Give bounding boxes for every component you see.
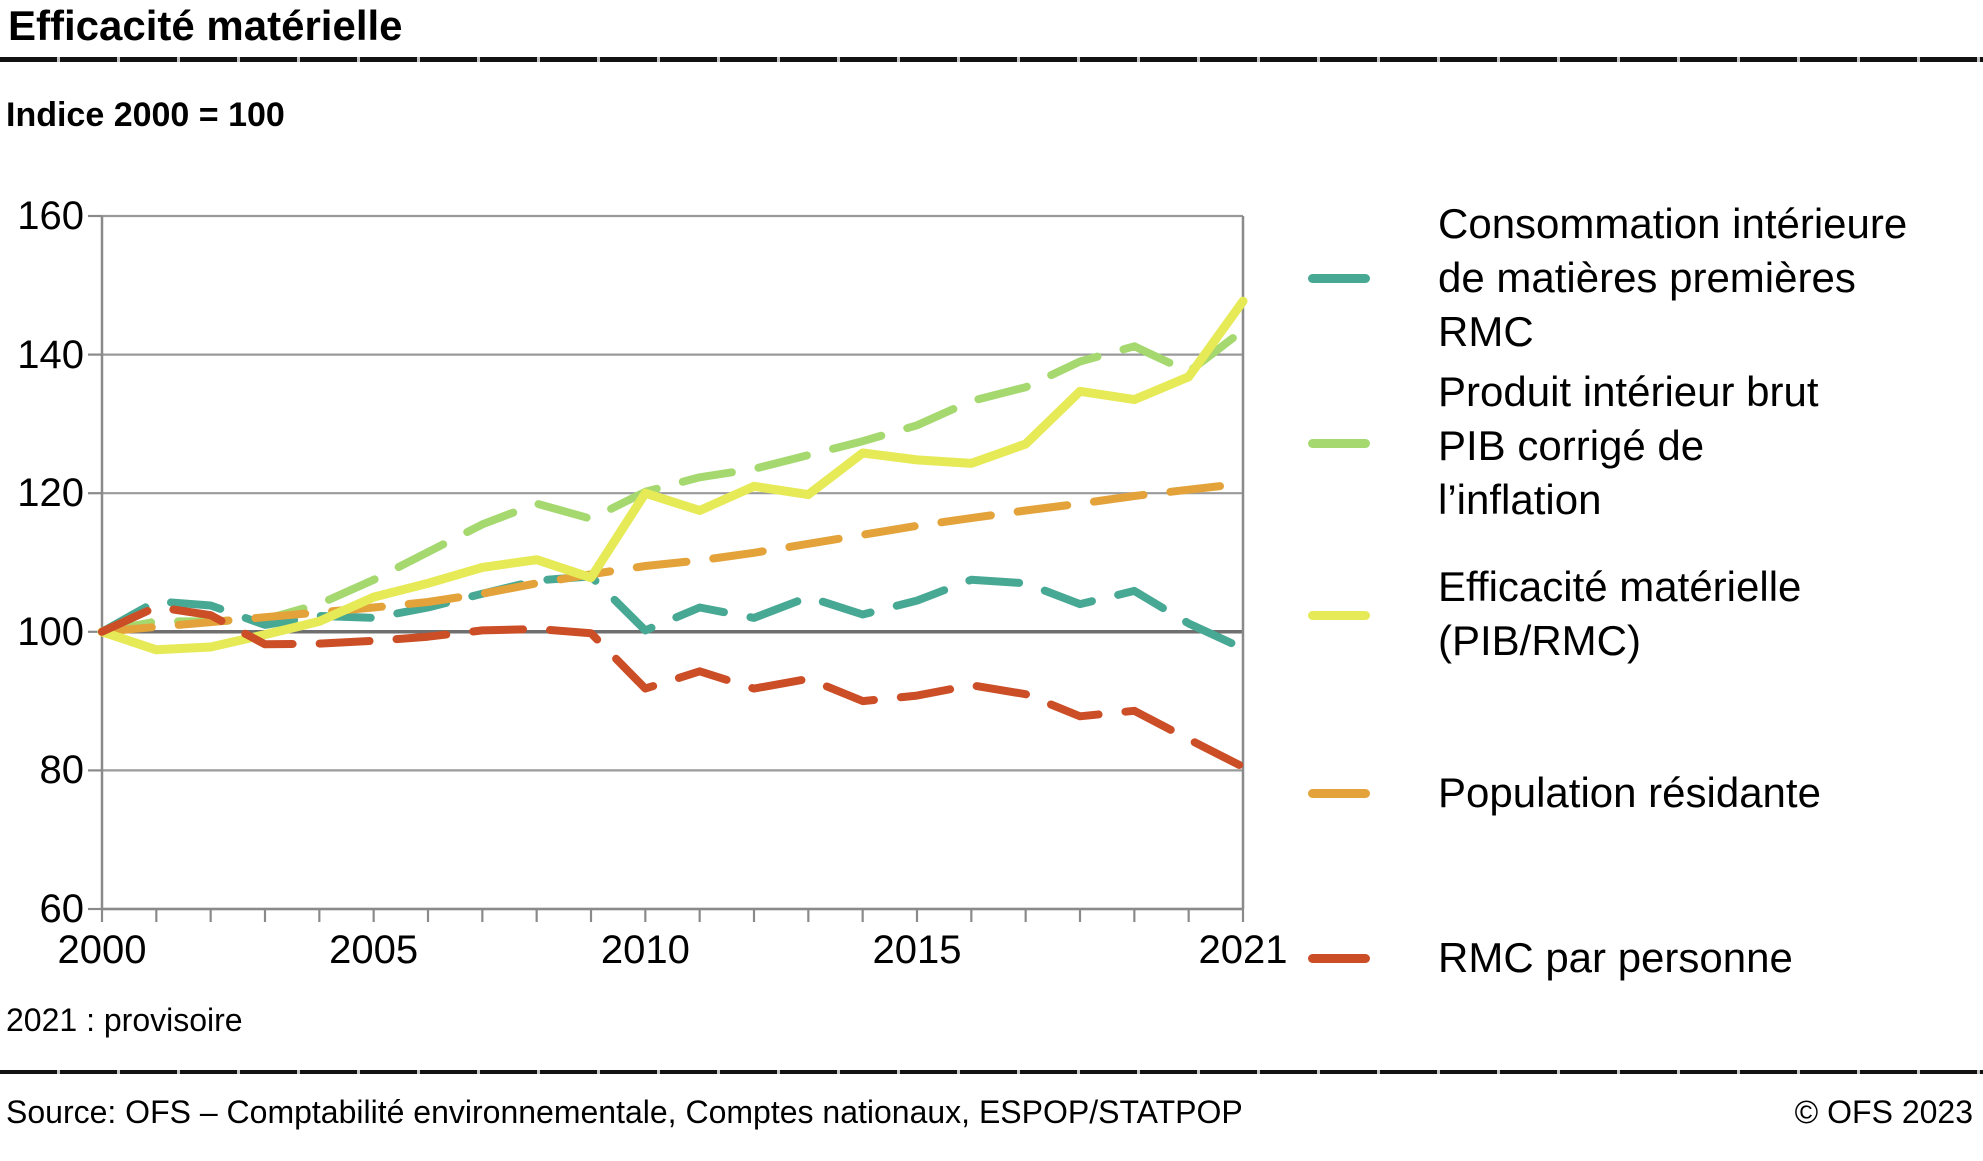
- legend-label-pib: Produit intérieur brut PIB corrigé de l’in…: [1438, 368, 1819, 523]
- legend-swatch-rmc: [1308, 274, 1370, 283]
- x-tick-label-2005: 2005: [329, 928, 419, 972]
- y-tick-label-140: 140: [17, 332, 84, 377]
- y-tick-label-120: 120: [17, 471, 84, 516]
- x-tick-label-2000: 2000: [57, 928, 147, 972]
- footnote: 2021 : provisoire: [6, 1002, 243, 1038]
- legend-label-population: Population résidante: [1438, 769, 1821, 816]
- y-tick-label-100: 100: [17, 609, 84, 654]
- legend-swatch-rmc_par_personne: [1308, 954, 1370, 963]
- axis-unit-label: Indice 2000 = 100: [6, 96, 285, 134]
- page-title: Efficacité matérielle: [8, 2, 403, 49]
- x-tick-label-2021: 2021: [1198, 928, 1288, 972]
- source-text: Source: OFS – Comptabilité environnement…: [6, 1094, 1243, 1130]
- legend-label-rmc: Consommation intérieure de matières premi…: [1438, 200, 1908, 355]
- legend-label-rmc_par_personne: RMC par personne: [1438, 934, 1793, 981]
- y-tick-label-60: 60: [39, 887, 85, 931]
- legend-swatch-efficacite: [1308, 611, 1370, 620]
- title-divider: [0, 57, 1983, 62]
- copyright-text: © OFS 2023: [1794, 1094, 1973, 1130]
- series-line-efficacite: [97, 296, 1248, 655]
- x-tick-label-2015: 2015: [872, 928, 962, 972]
- legend-label-efficacite: Efficacité matérielle (PIB/RMC): [1438, 563, 1802, 664]
- legend-swatch-pib: [1308, 439, 1370, 448]
- series-line-rmc_par_personne: [98, 602, 1247, 771]
- x-tick-label-2010: 2010: [600, 928, 690, 972]
- y-tick-label-160: 160: [17, 194, 84, 238]
- legend-swatch-population: [1308, 789, 1370, 798]
- y-tick-label-80: 80: [39, 748, 85, 793]
- series-line-rmc: [98, 572, 1247, 653]
- series-line-pib: [98, 326, 1247, 636]
- footer-divider: [0, 1070, 1983, 1074]
- series-line-population: [98, 479, 1247, 636]
